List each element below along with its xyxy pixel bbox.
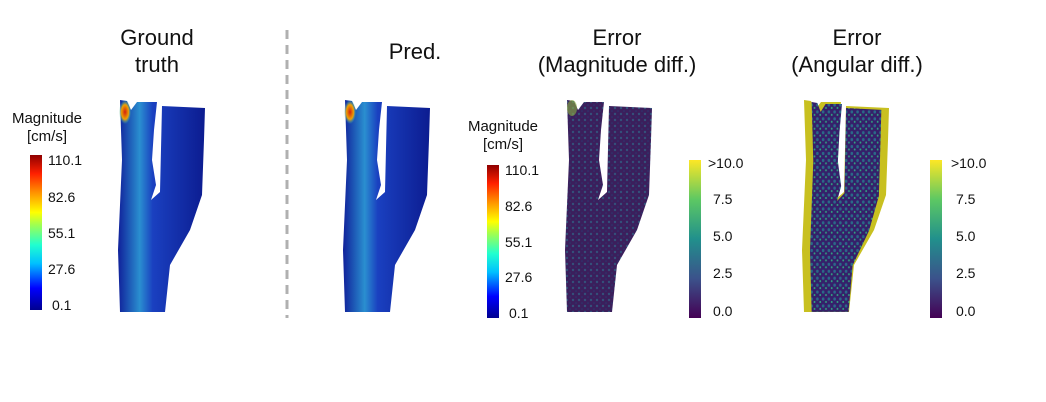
tick: 0.0 xyxy=(713,303,733,319)
title-ground-truth: Ground truth xyxy=(120,25,194,77)
ground-truth-vessel xyxy=(118,100,205,312)
tick: >10.0 xyxy=(951,155,987,171)
tick: 0.0 xyxy=(956,303,976,319)
colorbar-magnitude-pred xyxy=(487,165,499,318)
tick: 27.6 xyxy=(48,261,76,277)
prediction-vessel xyxy=(343,100,430,312)
colorbar-magnitude-gt xyxy=(30,155,42,310)
tick: 82.6 xyxy=(48,189,76,205)
tick: 2.5 xyxy=(956,265,976,281)
tick: 55.1 xyxy=(48,225,76,241)
tick: 5.0 xyxy=(713,228,733,244)
colorbar-angular-error xyxy=(930,160,942,318)
tick: 110.1 xyxy=(48,152,82,168)
tick: >10.0 xyxy=(708,155,744,171)
tick: 7.5 xyxy=(956,191,976,207)
tick: 5.0 xyxy=(956,228,976,244)
angular-error-vessel xyxy=(802,100,889,312)
colorbar-magnitude-error xyxy=(689,160,701,318)
tick: 110.1 xyxy=(505,162,539,178)
tick: 0.1 xyxy=(509,305,529,321)
tick: 7.5 xyxy=(713,191,733,207)
tick: 27.6 xyxy=(505,269,533,285)
magnitude-error-vessel xyxy=(565,100,652,312)
title-angular-error: Error (Angular diff.) xyxy=(791,25,923,77)
tick: 2.5 xyxy=(713,265,733,281)
title-magnitude-error: Error (Magnitude diff.) xyxy=(537,25,697,77)
tick: 82.6 xyxy=(505,198,533,214)
tick: 0.1 xyxy=(52,297,72,313)
tick: 55.1 xyxy=(505,234,533,250)
title-prediction: Pred. xyxy=(388,39,442,64)
colorbar-label-magnitude-pred: Magnitude [cm/s] xyxy=(467,118,539,153)
colorbar-label-magnitude: Magnitude [cm/s] xyxy=(11,110,83,145)
